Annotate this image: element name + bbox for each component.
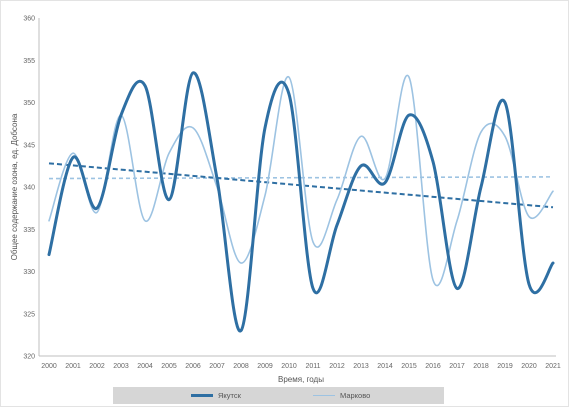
x-tick-label: 2000 xyxy=(41,363,57,370)
y-tick-label: 350 xyxy=(23,100,35,107)
x-tick-label: 2021 xyxy=(545,363,561,370)
y-tick-label: 340 xyxy=(23,185,35,192)
x-tick-label: 2001 xyxy=(65,363,81,370)
x-tick-label: 2003 xyxy=(113,363,129,370)
series-line-markovo xyxy=(48,74,554,287)
x-tick-label: 2020 xyxy=(521,363,537,370)
x-tick-label: 2007 xyxy=(209,363,225,370)
tick-labels: 320 325 330 335 340 345 350 355 360 2000 2001 2002 2… xyxy=(23,16,561,371)
x-tick-label: 2013 xyxy=(353,363,369,370)
x-tick-label: 2008 xyxy=(233,363,249,370)
x-tick-label: 2009 xyxy=(257,363,273,370)
series-lines xyxy=(47,71,555,333)
x-tick-label: 2002 xyxy=(89,363,105,370)
legend-swatch-yakutsk xyxy=(191,394,213,397)
y-tick-label: 335 xyxy=(23,227,35,234)
y-tick-label: 330 xyxy=(23,269,35,276)
legend: Якутск Марково xyxy=(113,387,444,404)
y-tick-label: 355 xyxy=(23,58,35,65)
x-tick-label: 2010 xyxy=(281,363,297,370)
x-tick-label: 2015 xyxy=(401,363,417,370)
legend-item-yakutsk: Якутск xyxy=(191,387,241,404)
legend-swatch-markovo xyxy=(313,395,335,396)
series-line-yakutsk xyxy=(47,71,555,333)
axes xyxy=(38,18,556,357)
y-tick-label: 345 xyxy=(23,142,35,149)
y-tick-label: 360 xyxy=(23,16,35,23)
x-tick-label: 2018 xyxy=(473,363,489,370)
x-tick-label: 2012 xyxy=(329,363,345,370)
x-tick-label: 2004 xyxy=(137,363,153,370)
y-tick-label: 325 xyxy=(23,311,35,318)
legend-item-markovo: Марково xyxy=(313,387,370,404)
x-tick-label: 2017 xyxy=(449,363,465,370)
x-axis-title: Время, годы xyxy=(278,375,324,384)
x-tick-label: 2019 xyxy=(497,363,513,370)
x-tick-label: 2016 xyxy=(425,363,441,370)
x-tick-label: 2005 xyxy=(161,363,177,370)
y-tick-label: 320 xyxy=(23,354,35,361)
x-tick-label: 2014 xyxy=(377,363,393,370)
x-tick-label: 2006 xyxy=(185,363,201,370)
legend-label-yakutsk: Якутск xyxy=(218,391,241,400)
y-axis-title: Общее содержание озона, ед. Добсона xyxy=(10,113,19,260)
legend-label-markovo: Марково xyxy=(340,391,371,400)
x-tick-label: 2011 xyxy=(305,363,320,370)
